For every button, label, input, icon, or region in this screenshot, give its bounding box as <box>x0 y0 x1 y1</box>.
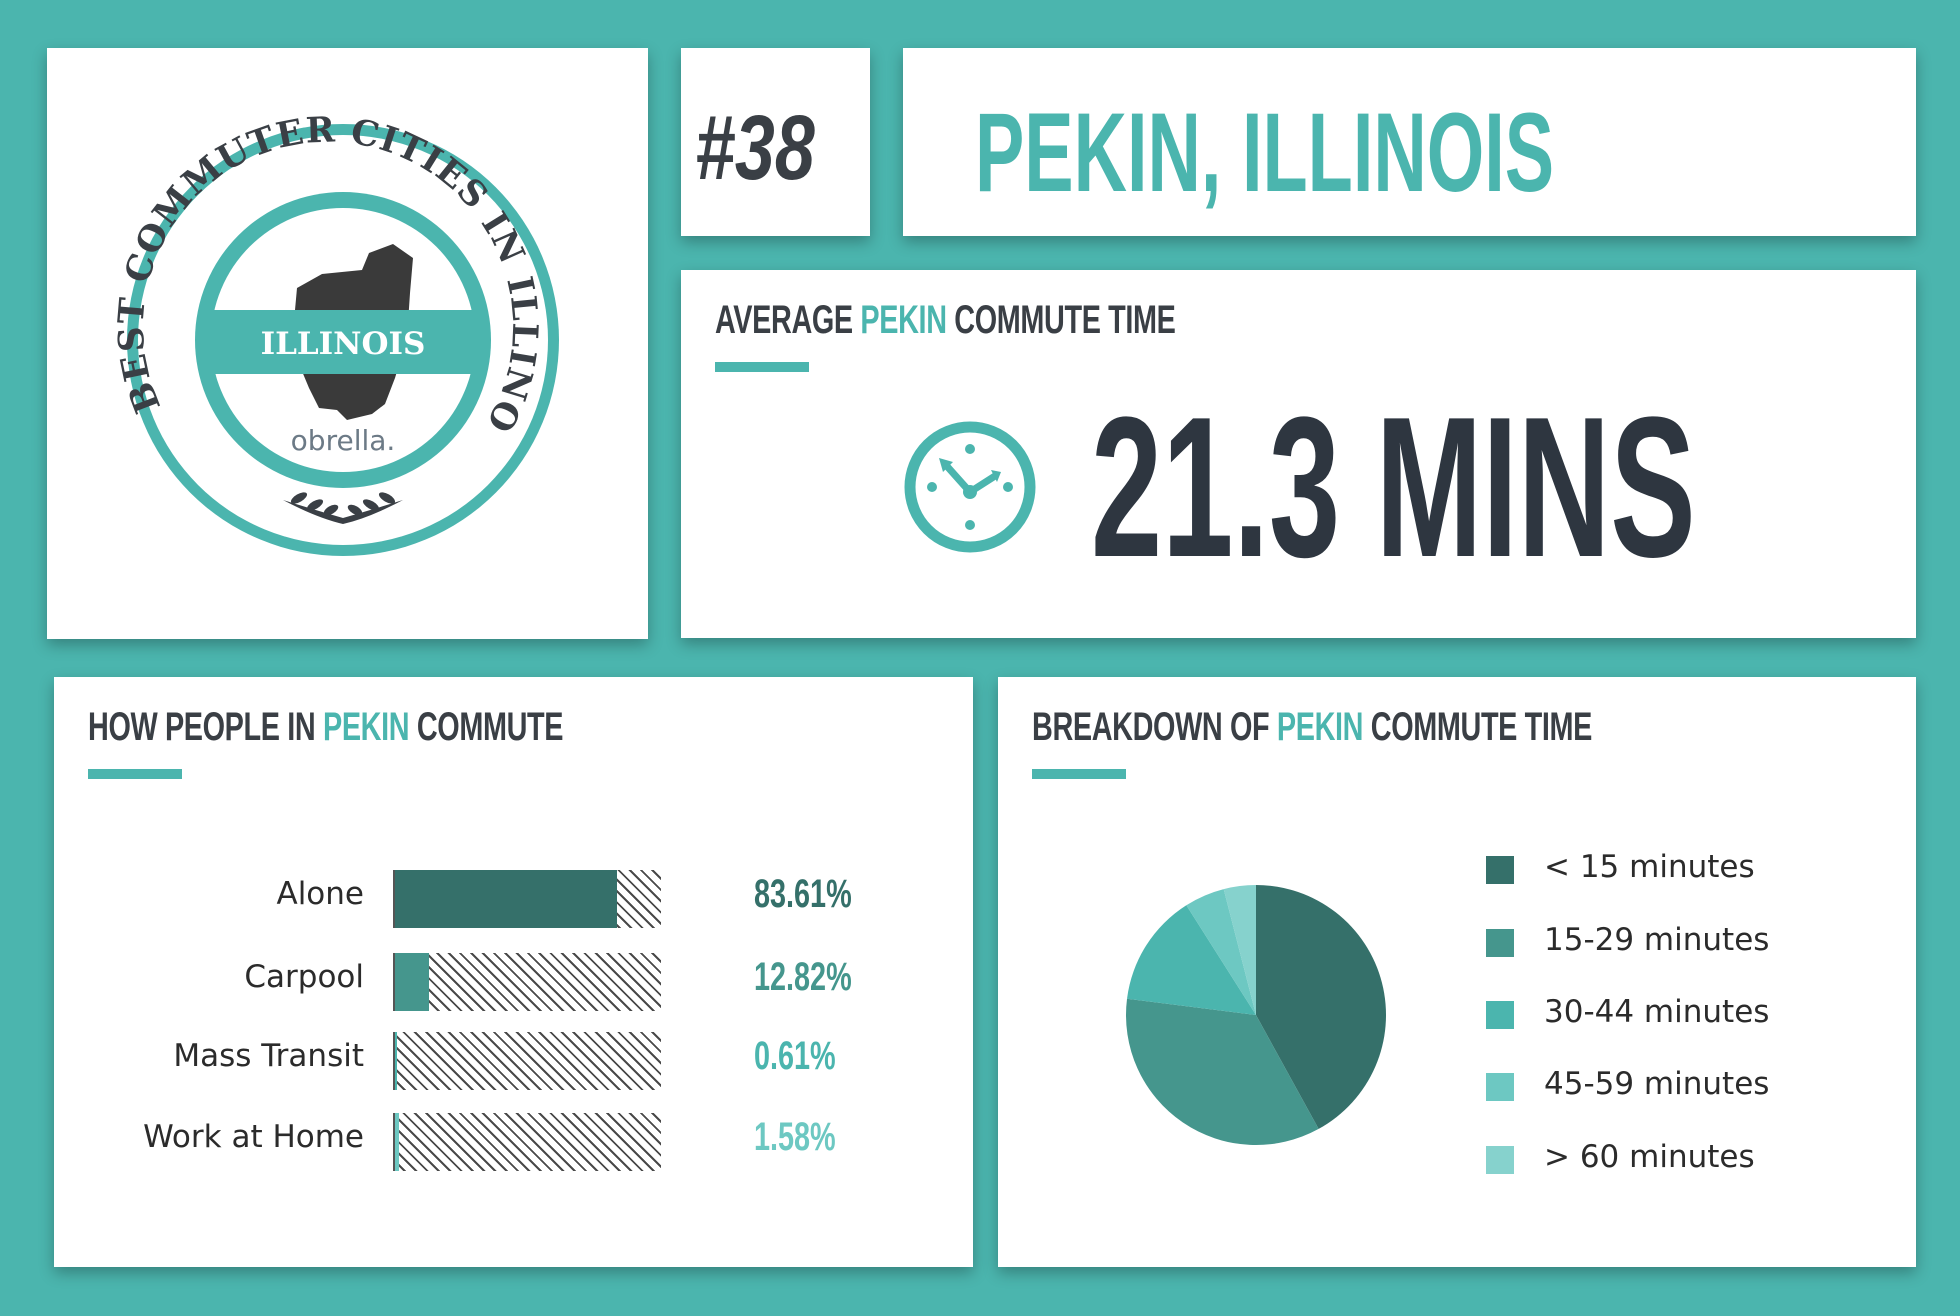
bar-value-label: 12.82% <box>754 955 852 999</box>
badge-ribbon-text: ILLINOIS <box>261 326 426 362</box>
bar-label: Work at Home <box>143 1119 364 1155</box>
heading-underline <box>1032 769 1126 779</box>
page-title: PEKIN, ILLINOIS <box>975 90 1555 215</box>
bar-label: Alone <box>276 876 364 912</box>
legend-swatch <box>1486 856 1514 884</box>
breakdown-heading: BREAKDOWN OF PEKIN COMMUTE TIME <box>1032 705 1593 749</box>
bar-track <box>393 1113 661 1171</box>
pie-slice <box>1126 998 1319 1145</box>
legend-swatch <box>1486 929 1514 957</box>
commuter-badge: 40 BEST COMMUTER CITIES IN ILLINOIS ILLI… <box>34 16 559 556</box>
bar <box>395 1113 400 1171</box>
commute-time-card: BREAKDOWN OF PEKIN COMMUTE TIME < 15 min… <box>998 677 1916 1267</box>
bar-label: Mass Transit <box>173 1038 364 1074</box>
commute-time-pie-chart <box>1126 885 1386 1145</box>
legend-label: < 15 minutes <box>1544 849 1755 885</box>
badge-card: 40 BEST COMMUTER CITIES IN ILLINOIS ILLI… <box>34 16 648 639</box>
bar-label: Carpool <box>244 959 364 995</box>
rank-card: #38 <box>681 48 870 236</box>
legend-label: 30-44 minutes <box>1544 994 1770 1030</box>
average-commute-value: 21.3 MINS <box>1091 376 1696 599</box>
heading-underline <box>715 362 809 372</box>
bar <box>395 1032 397 1090</box>
heading-underline <box>88 769 182 779</box>
bar <box>395 953 430 1011</box>
legend-swatch <box>1486 1146 1514 1174</box>
pie-slice <box>1256 885 1386 1129</box>
average-commute-card: AVERAGE PEKIN COMMUTE TIME 21.3 MINS <box>681 270 1916 638</box>
bar-track <box>393 1032 661 1090</box>
rank-number: #38 <box>695 97 815 199</box>
brand-logo-text: obrella. <box>291 424 396 457</box>
bar <box>395 870 618 928</box>
pie-slice <box>1127 905 1256 1015</box>
legend-label: > 60 minutes <box>1544 1139 1755 1175</box>
bar-value-label: 0.61% <box>754 1034 836 1078</box>
clock-icon <box>904 421 1036 553</box>
laurel-icon <box>283 492 403 524</box>
legend-swatch <box>1486 1073 1514 1101</box>
bar-value-label: 83.61% <box>754 872 852 916</box>
pie-slice <box>1186 889 1256 1015</box>
title-card: PEKIN, ILLINOIS <box>903 48 1916 236</box>
legend-label: 15-29 minutes <box>1544 922 1770 958</box>
bar-value-label: 1.58% <box>754 1115 836 1159</box>
legend-label: 45-59 minutes <box>1544 1066 1770 1102</box>
bar-track <box>393 953 661 1011</box>
commute-modes-card: HOW PEOPLE IN PEKIN COMMUTE Alone 83.61% C… <box>54 677 973 1267</box>
modes-heading: HOW PEOPLE IN PEKIN COMMUTE <box>88 705 564 749</box>
average-heading: AVERAGE PEKIN COMMUTE TIME <box>715 298 1176 342</box>
pie-slice <box>1223 885 1256 1015</box>
bar-track <box>393 870 661 928</box>
legend-swatch <box>1486 1001 1514 1029</box>
badge-ribbon <box>207 310 479 374</box>
